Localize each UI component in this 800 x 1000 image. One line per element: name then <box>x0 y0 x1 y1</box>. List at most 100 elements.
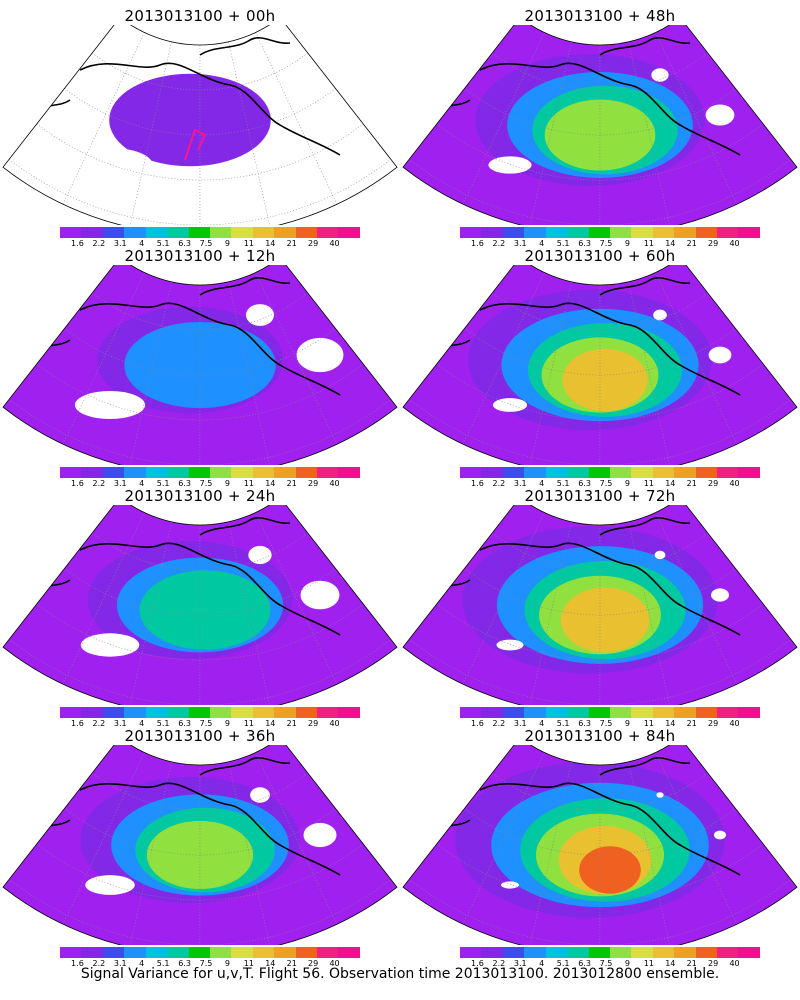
no-data-region <box>496 639 524 651</box>
colorbar-label: 5.1 <box>556 479 570 488</box>
colorbar-segment <box>567 467 589 478</box>
forecast-map <box>402 505 798 705</box>
colorbar-label: 1.6 <box>471 479 484 488</box>
no-data-region <box>296 337 344 373</box>
colorbar-label: 6.3 <box>178 239 191 248</box>
map-boundary <box>402 505 798 705</box>
colorbar-label: 1.6 <box>71 959 84 968</box>
colorbar-segment <box>209 467 232 478</box>
colorbar-label: 40 <box>729 239 740 248</box>
colorbar-label: 9 <box>624 719 630 728</box>
colorbar-segment <box>274 947 296 958</box>
colorbar-label: 2.2 <box>492 719 506 728</box>
colorbar-label: 11 <box>243 959 254 968</box>
colorbar-segment <box>167 707 189 718</box>
forecast-map <box>402 265 798 465</box>
colorbar-label: 7.5 <box>199 479 213 488</box>
colorbar-label: 2.2 <box>92 719 106 728</box>
colorbar-segment <box>317 947 339 958</box>
colorbar-label: 21 <box>686 239 697 248</box>
colorbar-segment <box>145 227 168 238</box>
colorbar-labels: 1.6 2.2 3.1 4 5.1 6.3 7.5 9 11 14 21 29 40 <box>460 719 760 729</box>
colorbar-label: 4 <box>139 719 145 728</box>
colorbar <box>60 707 360 718</box>
colorbar-segment <box>124 467 146 478</box>
colorbar-segment <box>60 227 82 238</box>
no-data-region <box>653 309 667 321</box>
map-panel: 2013013100 + 36h 1.6 2.2 3.1 4 5.1 6.3 7.5 9 11 14… <box>0 725 400 970</box>
no-data-region <box>67 147 153 183</box>
colorbar-segment <box>460 227 482 238</box>
colorbar-segment <box>102 707 125 718</box>
variance-contour <box>579 846 641 894</box>
colorbar-segment <box>231 467 253 478</box>
colorbar-label: 5.1 <box>156 239 170 248</box>
colorbar-label: 2.2 <box>492 239 506 248</box>
map-boundary <box>2 745 398 945</box>
colorbar-label: 2.2 <box>92 479 106 488</box>
no-data-region <box>245 304 275 326</box>
colorbar-segment <box>502 467 525 478</box>
colorbar-label: 29 <box>308 959 319 968</box>
colorbar-label: 14 <box>665 959 676 968</box>
colorbar-segment <box>717 227 739 238</box>
colorbar-label: 6.3 <box>578 959 591 968</box>
colorbar-segment <box>481 947 503 958</box>
colorbar-label: 40 <box>329 719 340 728</box>
colorbar-segment <box>338 227 360 238</box>
colorbar-segment <box>102 227 125 238</box>
colorbar-label: 5.1 <box>556 959 570 968</box>
colorbar-segment <box>695 467 718 478</box>
colorbar-segment <box>609 467 632 478</box>
colorbar-label: 21 <box>286 719 297 728</box>
colorbar-label: 29 <box>308 719 319 728</box>
colorbar-segment <box>609 227 632 238</box>
panel-title: 2013013100 + 36h <box>124 727 276 745</box>
no-data-region <box>242 61 278 89</box>
variance-contour <box>562 348 648 412</box>
forecast-map <box>2 745 398 945</box>
colorbar-segment <box>338 947 360 958</box>
colorbar-label: 2.2 <box>492 479 506 488</box>
colorbar <box>460 947 760 958</box>
no-data-region <box>291 94 349 136</box>
colorbar-segment <box>652 707 675 718</box>
colorbar-label: 21 <box>286 239 297 248</box>
colorbar-segment <box>545 707 568 718</box>
variance-contour <box>109 73 271 167</box>
colorbar-segment <box>124 707 146 718</box>
colorbar-labels: 1.6 2.2 3.1 4 5.1 6.3 7.5 9 11 14 21 29 40 <box>60 239 360 249</box>
colorbar-label: 9 <box>624 959 630 968</box>
colorbar-segment <box>567 707 589 718</box>
colorbar-label: 4 <box>539 479 545 488</box>
colorbar-segment <box>567 947 589 958</box>
colorbar-label: 6.3 <box>178 719 191 728</box>
colorbar-labels: 1.6 2.2 3.1 4 5.1 6.3 7.5 9 11 14 21 29 40 <box>60 719 360 729</box>
colorbar-label: 29 <box>708 239 719 248</box>
colorbar-label: 14 <box>265 479 276 488</box>
colorbar-label: 11 <box>643 959 654 968</box>
no-data-region <box>303 822 337 848</box>
no-data-region <box>651 68 669 82</box>
colorbar-segment <box>631 707 653 718</box>
colorbar <box>460 467 760 478</box>
colorbar-label: 5.1 <box>556 719 570 728</box>
colorbar-label: 40 <box>329 959 340 968</box>
colorbar-segment <box>545 227 568 238</box>
colorbar-segment <box>167 947 189 958</box>
graticule-parallel <box>8 399 392 465</box>
colorbar-label: 7.5 <box>599 479 613 488</box>
variance-contour <box>124 321 276 409</box>
colorbar-segment <box>652 467 675 478</box>
colorbar-label: 3.1 <box>513 719 527 728</box>
no-data-region <box>74 390 146 420</box>
colorbar-label: 21 <box>686 719 697 728</box>
colorbar-label: 11 <box>243 239 254 248</box>
colorbar-segment <box>502 947 525 958</box>
no-data-region <box>248 545 272 565</box>
colorbar-label: 7.5 <box>199 719 213 728</box>
colorbar-segment <box>274 707 296 718</box>
colorbar-segment <box>524 227 546 238</box>
colorbar-label: 9 <box>224 239 230 248</box>
colorbar-label: 4 <box>539 959 545 968</box>
